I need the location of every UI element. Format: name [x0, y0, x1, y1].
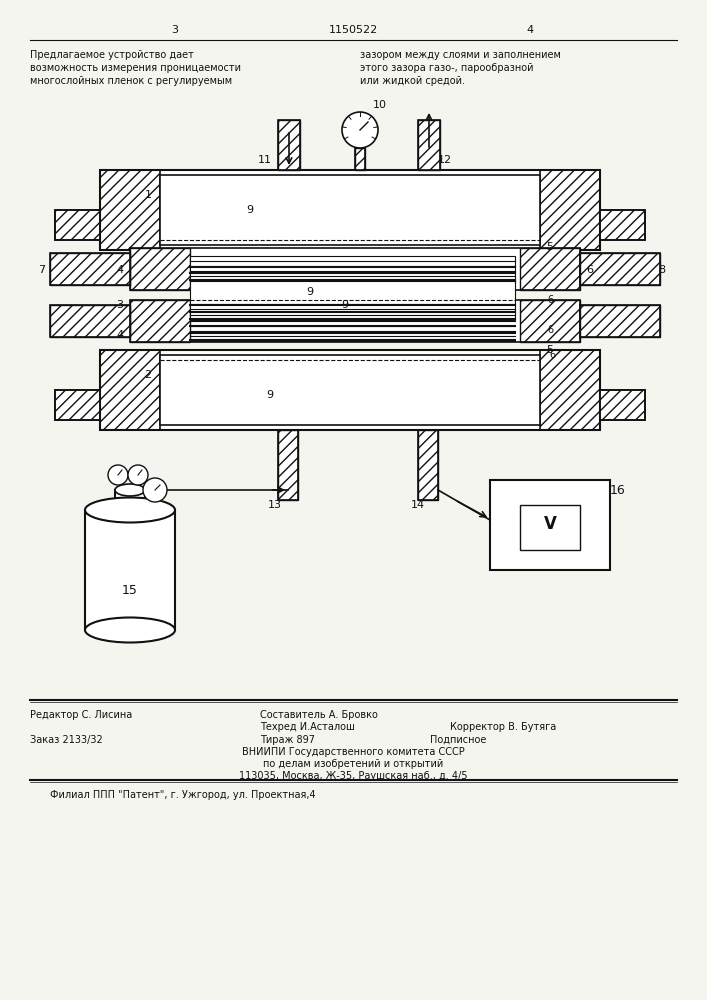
- Circle shape: [143, 478, 167, 502]
- Text: 113035, Москва, Ж-35, Раушская наб., д. 4/5: 113035, Москва, Ж-35, Раушская наб., д. …: [239, 771, 467, 781]
- Text: 9: 9: [267, 390, 274, 400]
- Text: Редактор С. Лисина: Редактор С. Лисина: [30, 710, 132, 720]
- Bar: [115, 490, 145, 510]
- Bar: [100, 350, 160, 430]
- Bar: [278, 430, 298, 500]
- Bar: [130, 248, 190, 290]
- Bar: [85, 510, 175, 630]
- Text: Подписное: Подписное: [430, 735, 486, 745]
- Bar: [520, 248, 580, 290]
- Bar: [278, 120, 300, 170]
- Bar: [50, 305, 130, 337]
- Bar: [418, 120, 440, 170]
- Text: ВНИИПИ Государственного комитета СССР: ВНИИПИ Государственного комитета СССР: [242, 747, 464, 757]
- Bar: [355, 148, 365, 170]
- Bar: [278, 430, 298, 500]
- Text: 12: 12: [438, 155, 452, 165]
- Bar: [55, 390, 100, 420]
- Bar: [600, 390, 645, 420]
- Text: 13: 13: [268, 500, 282, 510]
- Text: 5: 5: [547, 242, 554, 252]
- Text: 6: 6: [547, 325, 553, 335]
- Bar: [160, 175, 540, 245]
- Text: V: V: [544, 515, 556, 533]
- Bar: [130, 248, 580, 290]
- Text: 3: 3: [117, 300, 124, 310]
- Circle shape: [128, 465, 148, 485]
- Bar: [418, 120, 440, 170]
- Text: 16: 16: [610, 484, 626, 496]
- Bar: [580, 305, 660, 337]
- Text: по делам изобретений и открытий: по делам изобретений и открытий: [263, 759, 443, 769]
- Bar: [580, 253, 660, 285]
- Text: Предлагаемое устройство дает
возможность измерения проницаемости
многослойных пл: Предлагаемое устройство дает возможность…: [30, 50, 241, 86]
- Bar: [600, 210, 645, 240]
- Text: Техред И.Асталош: Техред И.Асталош: [260, 722, 355, 732]
- Bar: [190, 256, 515, 282]
- Bar: [50, 305, 130, 337]
- Bar: [580, 253, 660, 285]
- Bar: [55, 210, 100, 240]
- Bar: [355, 148, 365, 170]
- Text: 6: 6: [587, 265, 593, 275]
- Circle shape: [342, 112, 378, 148]
- Text: Филиал ППП "Патент", г. Ужгород, ул. Проектная,4: Филиал ППП "Патент", г. Ужгород, ул. Про…: [50, 790, 315, 800]
- Bar: [520, 300, 580, 342]
- Text: 4: 4: [117, 265, 124, 275]
- Text: 1150522: 1150522: [328, 25, 378, 35]
- Text: 14: 14: [411, 500, 425, 510]
- Text: Составитель А. Бровко: Составитель А. Бровко: [260, 710, 378, 720]
- Text: 4: 4: [527, 25, 534, 35]
- Bar: [580, 305, 660, 337]
- Text: 2: 2: [144, 370, 151, 380]
- Bar: [490, 480, 610, 570]
- Text: 3: 3: [172, 25, 178, 35]
- Text: зазором между слоями и заполнением
этого зазора газо-, парообразной
или жидкой с: зазором между слоями и заполнением этого…: [360, 50, 561, 86]
- Bar: [278, 120, 300, 170]
- Text: 4: 4: [117, 330, 124, 340]
- Bar: [100, 170, 160, 250]
- Bar: [55, 390, 100, 420]
- Bar: [50, 253, 130, 285]
- Bar: [540, 170, 600, 250]
- Bar: [100, 170, 600, 250]
- Text: 11: 11: [258, 155, 272, 165]
- Text: 15: 15: [122, 584, 138, 596]
- Bar: [600, 210, 645, 240]
- Text: 6: 6: [547, 295, 553, 305]
- Text: 9: 9: [247, 205, 254, 215]
- Bar: [130, 300, 580, 342]
- Text: Тираж 897: Тираж 897: [260, 735, 315, 745]
- Text: Заказ 2133/32: Заказ 2133/32: [30, 735, 103, 745]
- Ellipse shape: [85, 617, 175, 643]
- Bar: [540, 350, 600, 430]
- Text: 1: 1: [144, 190, 151, 200]
- Text: 6: 6: [549, 350, 555, 360]
- Text: 5: 5: [547, 345, 554, 355]
- Text: Корректор В. Бутяга: Корректор В. Бутяга: [450, 722, 556, 732]
- Circle shape: [108, 465, 128, 485]
- Bar: [130, 300, 190, 342]
- Bar: [100, 350, 600, 430]
- Bar: [600, 390, 645, 420]
- Text: 9: 9: [306, 287, 314, 297]
- Bar: [50, 253, 130, 285]
- Bar: [55, 210, 100, 240]
- Text: 10: 10: [373, 100, 387, 110]
- Text: 8: 8: [658, 265, 665, 275]
- Bar: [418, 430, 438, 500]
- Ellipse shape: [85, 497, 175, 522]
- Bar: [160, 355, 540, 425]
- Text: 9: 9: [341, 300, 349, 310]
- Bar: [190, 280, 515, 320]
- Ellipse shape: [115, 484, 145, 496]
- Bar: [418, 430, 438, 500]
- Bar: [520, 505, 580, 550]
- Text: 7: 7: [38, 265, 45, 275]
